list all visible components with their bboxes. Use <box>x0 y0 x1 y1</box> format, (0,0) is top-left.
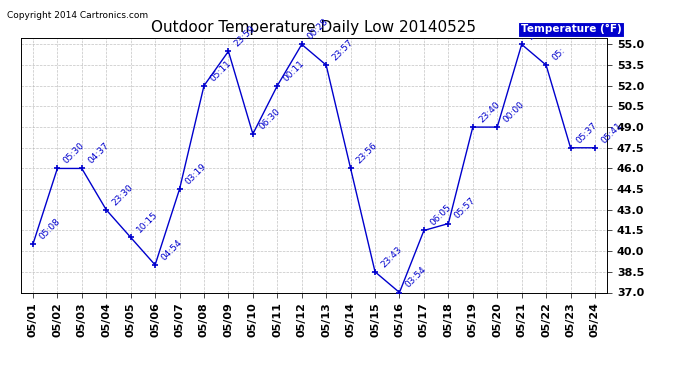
Text: 23:43: 23:43 <box>380 244 404 269</box>
Text: 23:56: 23:56 <box>355 141 380 166</box>
Text: Temperature (°F): Temperature (°F) <box>521 24 622 34</box>
Text: 00:28: 00:28 <box>306 17 331 42</box>
Text: 05:30: 05:30 <box>61 141 86 166</box>
Text: Copyright 2014 Cartronics.com: Copyright 2014 Cartronics.com <box>7 11 148 20</box>
Text: 00:11: 00:11 <box>282 58 306 83</box>
Text: 23:59: 23:59 <box>233 24 257 48</box>
Text: 10:15: 10:15 <box>135 210 159 235</box>
Text: 05:: 05: <box>550 46 566 62</box>
Text: 03:19: 03:19 <box>184 162 208 186</box>
Text: 23:40: 23:40 <box>477 100 502 124</box>
Text: 05:57: 05:57 <box>453 196 477 221</box>
Text: 06:30: 06:30 <box>257 106 282 131</box>
Text: 05:37: 05:37 <box>575 120 600 145</box>
Text: 23:57: 23:57 <box>331 38 355 62</box>
Text: 23:30: 23:30 <box>110 183 135 207</box>
Text: 05:11: 05:11 <box>208 58 233 83</box>
Text: 03:54: 03:54 <box>404 265 428 290</box>
Text: 00:00: 00:00 <box>502 100 526 124</box>
Text: 05:41: 05:41 <box>599 120 624 145</box>
Text: 05:08: 05:08 <box>37 217 61 242</box>
Text: 04:37: 04:37 <box>86 141 110 166</box>
Title: Outdoor Temperature Daily Low 20140525: Outdoor Temperature Daily Low 20140525 <box>151 20 477 35</box>
Text: 10:: 10: <box>526 25 542 42</box>
Text: 04:54: 04:54 <box>159 238 184 262</box>
Text: 06:05: 06:05 <box>428 203 453 228</box>
